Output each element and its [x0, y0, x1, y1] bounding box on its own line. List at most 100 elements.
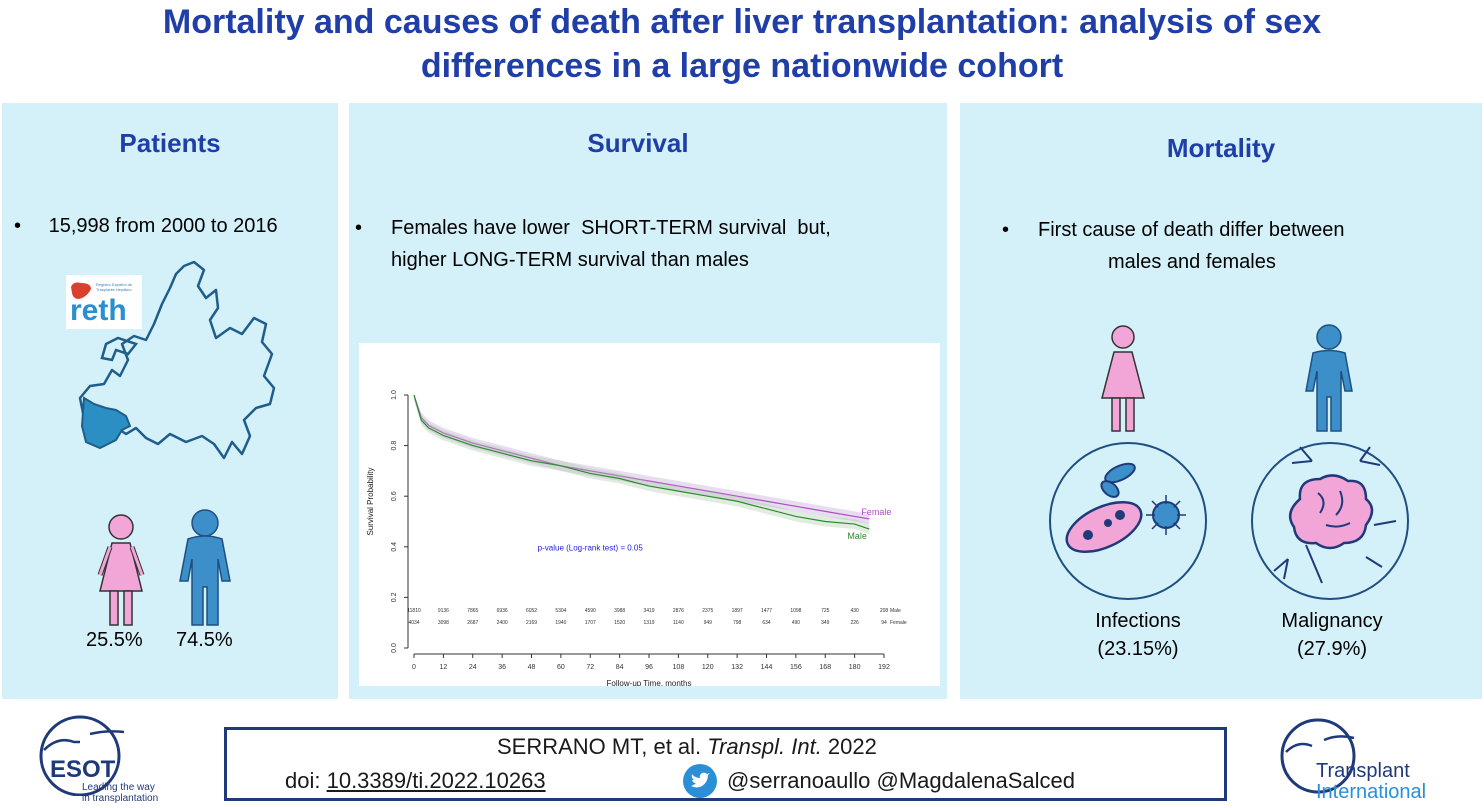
risk-table-cell: 2400 — [497, 620, 508, 626]
ti-line-1: Transplant — [1316, 760, 1410, 782]
male-figure-icon — [179, 509, 231, 626]
risk-table-cell: 3098 — [438, 620, 449, 626]
citation-authors: SERRANO MT, et al. — [497, 734, 708, 759]
esot-tagline: Leading the way in transplantation — [82, 782, 158, 804]
bullet-dot: • — [14, 215, 22, 237]
doi-link[interactable]: 10.3389/ti.2022.10263 — [326, 768, 546, 793]
doi-line: doi: 10.3389/ti.2022.10263 — [285, 768, 546, 794]
ti-emblem-icon — [1280, 718, 1356, 794]
mortality-bullet-line-1: First cause of death differ between — [1038, 219, 1345, 241]
risk-table-cell: 94 — [881, 620, 887, 626]
mortality-panel: Mortality • First cause of death differ … — [960, 103, 1482, 699]
bullet-dot: • — [1002, 219, 1010, 241]
x-tick-label: 108 — [673, 664, 685, 671]
pvalue-annotation: p-value (Log-rank test) = 0.05 — [538, 544, 644, 553]
mortality-heading: Mortality — [1166, 133, 1276, 163]
series-line-male — [413, 394, 870, 530]
risk-table-cell: 6052 — [526, 608, 537, 614]
male-figure-icon — [1305, 324, 1353, 432]
risk-table-cell: 349 — [821, 620, 830, 626]
y-tick-label: 0.2 — [391, 592, 398, 602]
bullet-dot: • — [355, 217, 363, 239]
infections-label-group: Infections (23.15%) — [1078, 607, 1198, 663]
twitter-icon[interactable] — [683, 764, 717, 798]
citation-year: 2022 — [821, 734, 877, 759]
malignancy-label: Malignancy — [1281, 610, 1383, 632]
ci-band-male — [414, 395, 870, 535]
x-tick-label: 60 — [557, 664, 565, 671]
twitter-handles[interactable]: @serranoaullo @MagdalenaSalced — [727, 768, 1075, 793]
x-tick-label: 24 — [469, 664, 477, 671]
survival-bullet-line-2: higher LONG-TERM survival than males — [391, 249, 749, 271]
risk-table-cell: 490 — [792, 620, 801, 626]
x-tick-label: 84 — [616, 664, 624, 671]
liver-icon — [71, 282, 91, 299]
risk-table-cell: 1520 — [614, 620, 625, 626]
risk-table-cell: 11810 — [407, 608, 421, 614]
citation-box: SERRANO MT, et al. Transpl. Int. 2022 do… — [224, 727, 1227, 801]
survival-bullet-line-1: Females have lower SHORT-TERM survival b… — [391, 217, 831, 239]
risk-table-cell: 430 — [850, 608, 859, 614]
y-tick-label: 0.4 — [391, 542, 398, 552]
x-tick-label: 156 — [790, 664, 802, 671]
title-line-1: Mortality and causes of death after live… — [162, 3, 1322, 41]
x-tick-label: 72 — [586, 664, 594, 671]
survival-bullet: • Females have lower SHORT-TERM survival… — [355, 212, 915, 276]
x-tick-label: 96 — [645, 664, 653, 671]
x-tick-label: 48 — [528, 664, 536, 671]
bacteria-icon — [1049, 442, 1207, 600]
europe-map-icon — [78, 260, 276, 460]
infections-label: Infections — [1095, 610, 1181, 632]
y-tick-label: 0.6 — [391, 491, 398, 501]
patients-bullet: • 15,998 from 2000 to 2016 — [14, 210, 278, 242]
mortality-bullet: • First cause of death differ between ma… — [1002, 214, 1472, 278]
x-tick-label: 144 — [761, 664, 773, 671]
survival-chart: 0.0 0.2 0.4 0.6 0.8 1.0 0 12 24 36 48 60 72 84 96 108 12… — [359, 343, 940, 686]
reth-text: reth — [70, 294, 127, 327]
risk-table-cell: 798 — [733, 620, 742, 626]
citation-line: SERRANO MT, et al. Transpl. Int. 2022 — [497, 734, 877, 760]
x-tick-label: 132 — [731, 664, 743, 671]
risk-table-cell: 4034 — [408, 620, 419, 626]
x-tick-label: 36 — [498, 664, 506, 671]
x-tick-label: 168 — [819, 664, 831, 671]
risk-table-cell: 7865 — [467, 608, 478, 614]
risk-table-cell: 634 — [762, 620, 771, 626]
risk-table-cell: 9136 — [438, 608, 449, 614]
risk-table-cell: 1707 — [585, 620, 596, 626]
x-tick-label: 192 — [878, 664, 890, 671]
reth-subtext: Registro Español de Trasplante Hepático — [96, 282, 133, 292]
citation-journal: Transpl. Int. — [707, 734, 822, 759]
y-tick-label: 1.0 — [391, 390, 398, 400]
risk-table-cell: 1940 — [555, 620, 566, 626]
x-axis-label: Follow-up Time, months — [607, 679, 692, 686]
series-label-female: Female — [861, 507, 891, 517]
risk-table-row-label: Female — [890, 620, 907, 626]
risk-table-cell: 1140 — [673, 620, 684, 626]
risk-table-cell: 3419 — [643, 608, 654, 614]
esot-tagline-line-2: in transplantation — [82, 793, 159, 804]
transplant-international-logo[interactable]: Transplant International — [1276, 714, 1446, 808]
risk-table-cell: 949 — [704, 620, 713, 626]
risk-table-cell: 6936 — [497, 608, 508, 614]
survival-chart-svg: 0.0 0.2 0.4 0.6 0.8 1.0 0 12 24 36 48 60 72 84 96 108 12… — [366, 390, 907, 686]
risk-table-cell: 4590 — [585, 608, 596, 614]
patients-panel: Patients • 15,998 from 2000 to 2016 Regi… — [2, 103, 338, 699]
series-line-female — [413, 394, 870, 520]
x-tick-label: 12 — [439, 664, 447, 671]
risk-table-cell: 2876 — [673, 608, 684, 614]
esot-emblem-icon — [39, 715, 125, 796]
title-line-2: differences in a large nationwide cohort — [420, 47, 1064, 85]
reth-logo: Registro Español de Trasplante Hepático … — [66, 275, 142, 329]
female-figure-icon — [1101, 325, 1145, 432]
risk-table-cell: 2169 — [526, 620, 537, 626]
risk-table-cell: 226 — [850, 620, 859, 626]
male-percent: 74.5% — [176, 629, 233, 651]
female-percent: 25.5% — [86, 629, 143, 651]
esot-logo[interactable]: ESOT Leading the way in transplantation — [36, 712, 196, 808]
esot-name: ESOT — [50, 756, 116, 783]
series-label-male: Male — [847, 531, 867, 541]
patients-bullet-text: 15,998 from 2000 to 2016 — [48, 215, 278, 237]
ti-line-2: International — [1316, 781, 1427, 803]
y-tick-label: 0.8 — [391, 441, 398, 451]
